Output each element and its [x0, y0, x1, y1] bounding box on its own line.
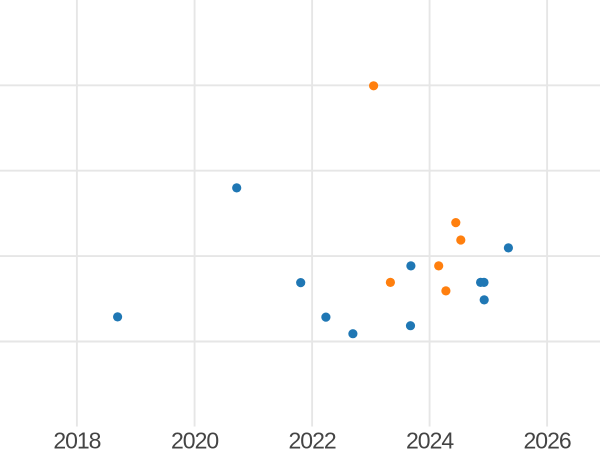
svg-text:2026: 2026	[524, 428, 571, 450]
svg-text:2024: 2024	[406, 428, 454, 450]
svg-text:2022: 2022	[289, 428, 336, 450]
svg-text:2018: 2018	[53, 428, 100, 450]
svg-text:2020: 2020	[171, 428, 218, 450]
